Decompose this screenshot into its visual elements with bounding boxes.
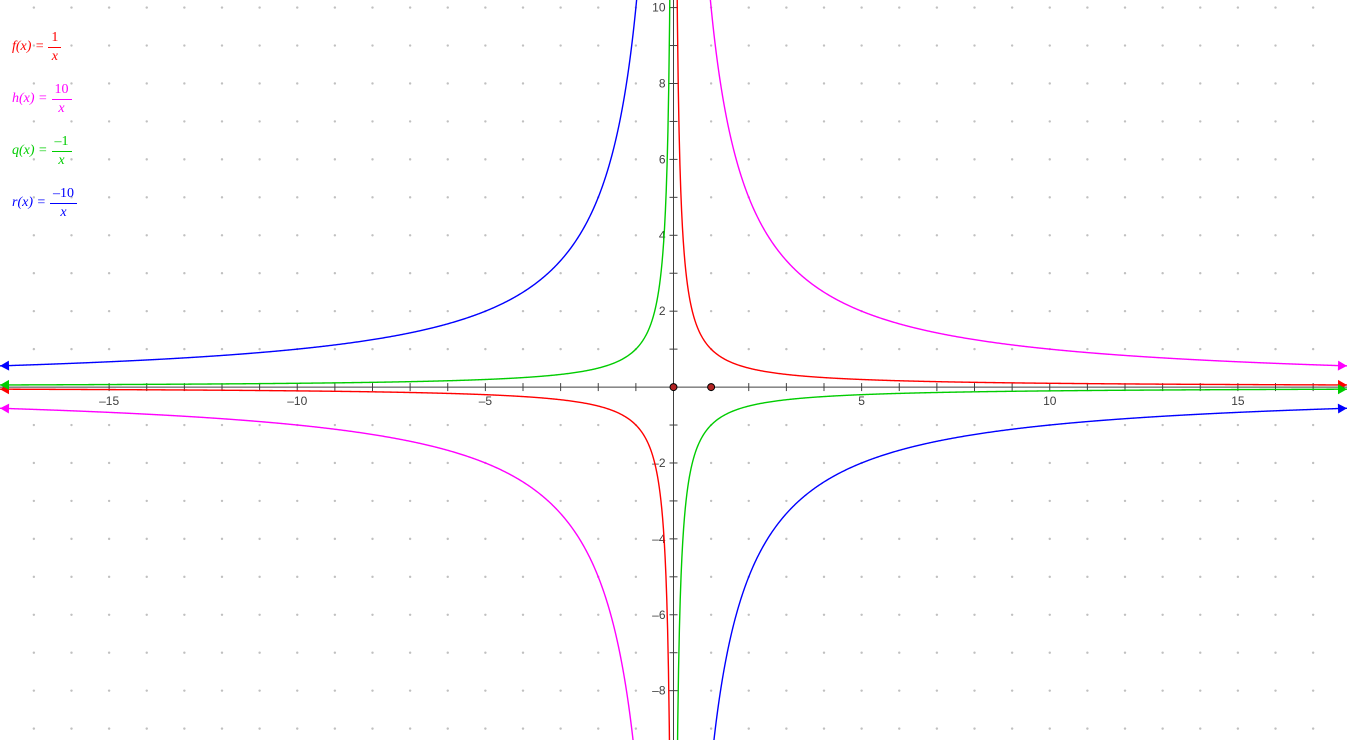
x-tick-label: –10 bbox=[287, 394, 307, 408]
legend-numerator: 1 bbox=[48, 30, 61, 47]
legend-lhs: q(x) = bbox=[12, 143, 50, 159]
legend-denominator: x bbox=[55, 100, 67, 116]
point[interactable] bbox=[670, 384, 677, 391]
x-tick-label: 10 bbox=[1043, 394, 1057, 408]
legend-denominator: x bbox=[57, 204, 69, 220]
x-tick-label: 15 bbox=[1231, 394, 1245, 408]
legend-denominator: x bbox=[55, 152, 67, 168]
legend-entry-f[interactable]: f(x) = 1x bbox=[12, 30, 77, 64]
y-tick-label: 6 bbox=[659, 152, 666, 166]
legend-numerator: –1 bbox=[52, 134, 72, 151]
graph-svg[interactable]: –15–10–551015–8–6–4–2246810 bbox=[0, 0, 1347, 740]
legend-numerator: –10 bbox=[50, 186, 77, 203]
legend-denominator: x bbox=[49, 48, 61, 64]
legend-fraction: –10x bbox=[48, 186, 77, 220]
y-tick-label: 8 bbox=[659, 76, 666, 90]
y-tick-label: –6 bbox=[652, 608, 666, 622]
x-tick-label: 5 bbox=[858, 394, 865, 408]
point[interactable] bbox=[708, 384, 715, 391]
legend-fraction: 1x bbox=[46, 30, 61, 64]
legend-entry-r[interactable]: r(x) = –10x bbox=[12, 186, 77, 220]
y-tick-label: –8 bbox=[652, 684, 666, 698]
x-tick-label: –15 bbox=[99, 394, 119, 408]
legend-lhs: r(x) = bbox=[12, 195, 48, 211]
y-tick-label: 2 bbox=[659, 304, 666, 318]
legend-numerator: 10 bbox=[52, 82, 72, 99]
legend: f(x) = 1xh(x) = 10xq(x) = –1xr(x) = –10x bbox=[12, 30, 77, 238]
x-tick-label: –5 bbox=[479, 394, 493, 408]
legend-entry-h[interactable]: h(x) = 10x bbox=[12, 82, 77, 116]
legend-lhs: h(x) = bbox=[12, 91, 50, 107]
graph-container: –15–10–551015–8–6–4–2246810 f(x) = 1xh(x… bbox=[0, 0, 1347, 740]
legend-fraction: –1x bbox=[50, 134, 72, 168]
legend-entry-q[interactable]: q(x) = –1x bbox=[12, 134, 77, 168]
y-tick-label: 10 bbox=[652, 1, 666, 15]
legend-fraction: 10x bbox=[50, 82, 72, 116]
legend-lhs: f(x) = bbox=[12, 39, 46, 55]
